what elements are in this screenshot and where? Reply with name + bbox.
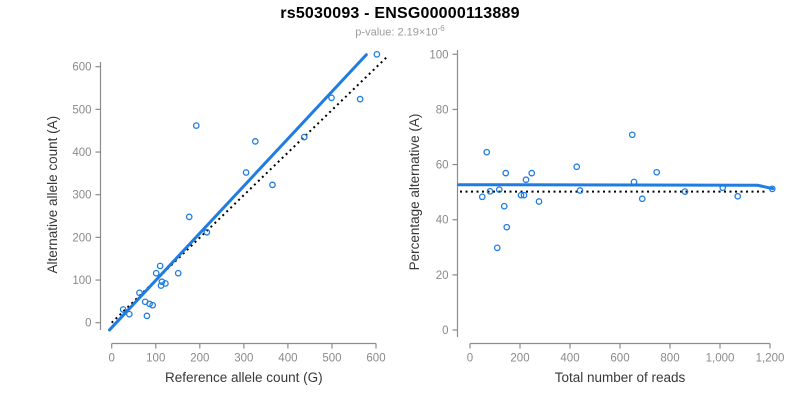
y-tick-label: 60	[436, 160, 449, 172]
data-point	[535, 198, 543, 205]
data-point	[356, 95, 364, 103]
data-point	[269, 181, 276, 189]
x-tick-label: 100	[146, 353, 165, 365]
y-tick-label: 200	[72, 232, 91, 244]
data-point	[125, 310, 133, 318]
data-point	[638, 195, 646, 203]
data-point	[500, 202, 508, 210]
data-point	[630, 178, 638, 186]
x-axis-title: Total number of reads	[555, 370, 686, 385]
y-tick-label: 0	[85, 318, 91, 330]
data-point	[628, 131, 636, 139]
y-tick-label: 0	[442, 325, 448, 337]
data-point	[495, 186, 503, 194]
data-point	[143, 312, 151, 320]
y-tick-label: 600	[72, 62, 91, 74]
data-point	[573, 163, 581, 171]
data-point	[681, 188, 689, 195]
figure-subtitle: p-value: 2.19×10-6	[0, 24, 800, 39]
data-point	[158, 278, 166, 286]
y-tick-label: 100	[72, 275, 91, 287]
data-point	[192, 122, 200, 129]
data-point	[502, 169, 510, 177]
x-tick-label: 500	[322, 353, 341, 365]
data-point	[119, 306, 127, 313]
data-point	[653, 168, 661, 176]
data-point	[719, 184, 727, 192]
y-tick-label: 400	[72, 147, 91, 159]
y-tick-label: 80	[436, 104, 449, 116]
data-point	[328, 94, 335, 102]
data-point	[483, 148, 491, 156]
data-point	[174, 269, 182, 277]
y-axis-title: Percentage alternative (A)	[407, 114, 422, 271]
x-tick-label: 600	[610, 353, 629, 365]
x-tick-label: 200	[190, 353, 209, 365]
data-point	[136, 289, 143, 297]
data-point	[242, 169, 250, 176]
x-tick-label: 300	[234, 353, 253, 365]
data-point	[576, 187, 584, 194]
x-tick-label: 0	[467, 353, 473, 365]
fit-line	[107, 53, 368, 332]
fit-line	[457, 183, 775, 191]
data-point	[162, 280, 169, 287]
x-tick-label: 200	[510, 353, 529, 365]
data-point	[149, 301, 157, 309]
data-point	[517, 191, 525, 199]
data-point	[300, 133, 308, 141]
data-point	[185, 213, 193, 221]
data-point	[528, 169, 536, 177]
data-point	[486, 187, 494, 195]
data-point	[156, 262, 164, 270]
x-tick-label: 400	[278, 353, 297, 365]
data-point	[478, 193, 486, 201]
x-tick-label: 0	[108, 353, 114, 365]
x-tick-label: 1,200	[756, 353, 785, 365]
y-tick-label: 300	[72, 190, 91, 202]
y-tick-label: 500	[72, 104, 91, 116]
data-point	[373, 50, 381, 58]
x-axis-title: Reference allele count (G)	[165, 370, 323, 385]
percentage-reads-scatter: 0 200 400 600 800 1,000 1,200 0 20 40 60 80 100 Total…	[407, 49, 784, 385]
allele-count-scatter: 0 100 200 300 400 500 600 0 100 200 300 400 500 600 Re…	[45, 50, 388, 385]
pvalue-label: p-value: 2.19×10	[355, 26, 438, 39]
data-point	[251, 138, 259, 145]
x-tick-label: 400	[560, 353, 579, 365]
y-tick-label: 40	[436, 215, 449, 227]
data-point	[768, 185, 776, 193]
pvalue-exponent: -6	[437, 24, 445, 33]
y-tick-label: 20	[436, 270, 449, 282]
data-point	[152, 269, 160, 277]
data-point	[203, 228, 211, 236]
data-point	[503, 223, 511, 231]
data-point	[522, 176, 530, 184]
data-point	[520, 191, 528, 199]
data-point	[734, 192, 742, 200]
y-axis-title: Alternative allele count (A)	[45, 116, 60, 274]
data-point	[493, 244, 501, 252]
figure-title: rs5030093 - ENSG00000113889	[280, 5, 520, 22]
x-tick-label: 1,000	[706, 353, 735, 365]
x-tick-label: 600	[366, 353, 385, 365]
data-point	[146, 300, 153, 308]
y-tick-label: 100	[429, 49, 448, 61]
x-tick-label: 800	[660, 353, 679, 365]
